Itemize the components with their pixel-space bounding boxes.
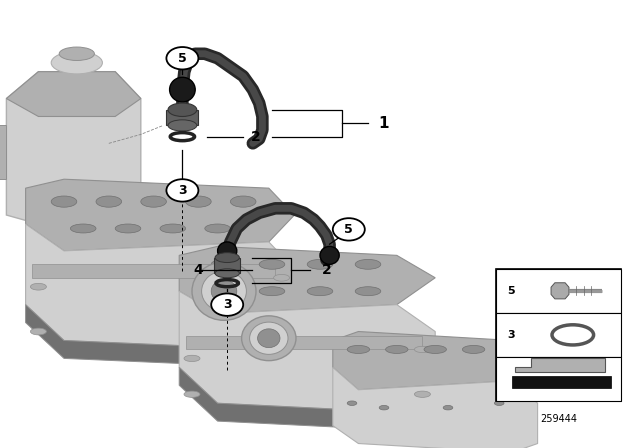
Ellipse shape xyxy=(211,280,237,302)
Text: 3: 3 xyxy=(223,298,232,311)
Polygon shape xyxy=(179,246,435,314)
Polygon shape xyxy=(333,367,538,448)
Ellipse shape xyxy=(307,287,333,296)
Ellipse shape xyxy=(386,345,408,353)
Polygon shape xyxy=(179,367,435,430)
Ellipse shape xyxy=(259,287,285,296)
Polygon shape xyxy=(0,125,6,179)
Ellipse shape xyxy=(115,224,141,233)
Circle shape xyxy=(333,218,365,241)
Polygon shape xyxy=(166,110,198,125)
Ellipse shape xyxy=(96,196,122,207)
Bar xyxy=(512,376,611,388)
Polygon shape xyxy=(26,305,294,367)
Ellipse shape xyxy=(347,401,357,405)
Polygon shape xyxy=(6,72,141,116)
Ellipse shape xyxy=(463,345,485,353)
Ellipse shape xyxy=(348,345,370,353)
Ellipse shape xyxy=(355,287,381,296)
Text: 259444: 259444 xyxy=(540,414,577,424)
Polygon shape xyxy=(26,224,294,349)
Ellipse shape xyxy=(218,242,237,260)
Text: 2: 2 xyxy=(251,129,261,144)
Polygon shape xyxy=(214,258,240,273)
Ellipse shape xyxy=(141,196,166,207)
Text: 5: 5 xyxy=(344,223,353,236)
Ellipse shape xyxy=(211,287,237,296)
Ellipse shape xyxy=(205,224,230,233)
Ellipse shape xyxy=(170,77,195,102)
Polygon shape xyxy=(26,179,294,251)
Text: 3: 3 xyxy=(508,330,515,340)
Ellipse shape xyxy=(186,196,211,207)
Ellipse shape xyxy=(250,322,288,354)
Ellipse shape xyxy=(184,391,200,397)
Text: 5: 5 xyxy=(508,286,515,296)
Ellipse shape xyxy=(192,262,256,320)
Ellipse shape xyxy=(168,103,197,116)
Circle shape xyxy=(166,179,198,202)
Ellipse shape xyxy=(215,253,239,263)
Text: 3: 3 xyxy=(178,184,187,197)
Ellipse shape xyxy=(495,401,504,405)
Ellipse shape xyxy=(415,391,431,397)
Ellipse shape xyxy=(51,196,77,207)
Polygon shape xyxy=(45,224,109,251)
Ellipse shape xyxy=(424,345,447,353)
Ellipse shape xyxy=(415,346,431,353)
Text: 5: 5 xyxy=(178,52,187,65)
Polygon shape xyxy=(515,358,605,372)
Ellipse shape xyxy=(379,405,389,410)
Ellipse shape xyxy=(230,196,256,207)
Text: 1: 1 xyxy=(379,116,389,131)
Ellipse shape xyxy=(31,284,46,290)
Ellipse shape xyxy=(211,259,237,269)
Circle shape xyxy=(166,47,198,69)
Polygon shape xyxy=(333,332,538,390)
Ellipse shape xyxy=(70,224,96,233)
Text: 4: 4 xyxy=(193,263,204,277)
Ellipse shape xyxy=(274,328,290,335)
FancyBboxPatch shape xyxy=(496,269,621,401)
Ellipse shape xyxy=(184,355,200,362)
Ellipse shape xyxy=(202,271,246,311)
Bar xyxy=(496,313,621,357)
Polygon shape xyxy=(551,283,569,299)
Circle shape xyxy=(211,293,243,316)
Bar xyxy=(496,269,621,313)
Ellipse shape xyxy=(160,224,186,233)
Ellipse shape xyxy=(258,329,280,348)
Ellipse shape xyxy=(242,316,296,361)
Ellipse shape xyxy=(51,52,102,74)
Polygon shape xyxy=(6,72,141,224)
Ellipse shape xyxy=(259,259,285,269)
Ellipse shape xyxy=(215,269,239,278)
Ellipse shape xyxy=(307,259,333,269)
Ellipse shape xyxy=(355,259,381,269)
Ellipse shape xyxy=(168,120,197,131)
Text: 2: 2 xyxy=(321,263,332,277)
Bar xyxy=(32,264,275,278)
Bar xyxy=(496,357,621,401)
Bar xyxy=(186,336,422,349)
Ellipse shape xyxy=(274,274,290,281)
Ellipse shape xyxy=(59,47,95,60)
Ellipse shape xyxy=(320,246,339,264)
Ellipse shape xyxy=(31,328,46,335)
Ellipse shape xyxy=(443,405,453,410)
Polygon shape xyxy=(179,291,435,412)
